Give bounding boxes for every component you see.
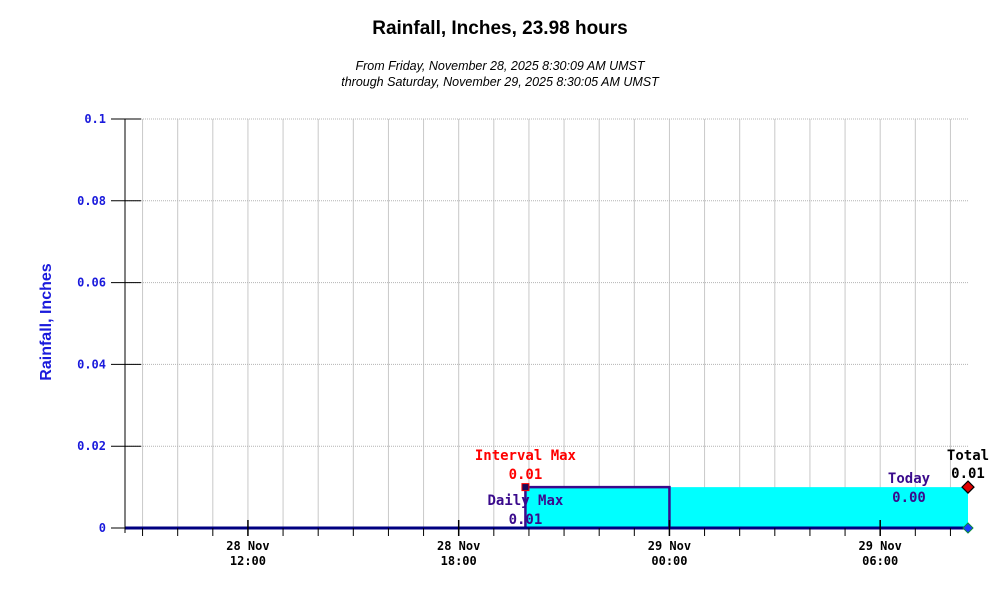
- y-tick-label: 0.1: [84, 112, 106, 126]
- x-tick-label-date: 28 Nov: [226, 539, 269, 553]
- annotation-interval-max-value: 0.01: [509, 467, 543, 483]
- y-tick-label: 0: [99, 521, 106, 535]
- x-tick-label-time: 12:00: [230, 554, 266, 568]
- annotation-daily-max-label: Daily Max: [487, 493, 563, 509]
- chart-title: Rainfall, Inches, 23.98 hours: [372, 18, 628, 39]
- y-tick-label: 0.08: [77, 194, 106, 208]
- x-tick-label-date: 29 Nov: [859, 539, 902, 553]
- annotation-today-label: Today: [888, 471, 931, 487]
- x-tick-label-time: 00:00: [651, 554, 687, 568]
- y-tick-label: 0.04: [77, 357, 106, 371]
- annotation-interval-max-marker: [521, 483, 530, 492]
- chart-subtitle-from: From Friday, November 28, 2025 8:30:09 A…: [355, 59, 645, 73]
- annotation-total-value: 0.01: [951, 466, 985, 482]
- annotation-interval-max-label: Interval Max: [475, 448, 577, 464]
- y-tick-label: 0.02: [77, 439, 106, 453]
- annotation-total-marker: [961, 480, 975, 494]
- x-tick-label-time: 06:00: [862, 554, 898, 568]
- annotation-today-value: 0.00: [892, 490, 926, 506]
- annotation-today-marker: [962, 522, 974, 534]
- series-total-area: [125, 487, 968, 528]
- chart-subtitle-through: through Saturday, November 29, 2025 8:30…: [341, 75, 659, 89]
- x-tick-label-date: 28 Nov: [437, 539, 480, 553]
- x-tick-label-date: 29 Nov: [648, 539, 691, 553]
- annotation-daily-max-value: 0.01: [509, 512, 543, 528]
- x-tick-label-time: 18:00: [441, 554, 477, 568]
- annotation-total-label: Total: [947, 448, 989, 464]
- y-tick-label: 0.06: [77, 276, 106, 290]
